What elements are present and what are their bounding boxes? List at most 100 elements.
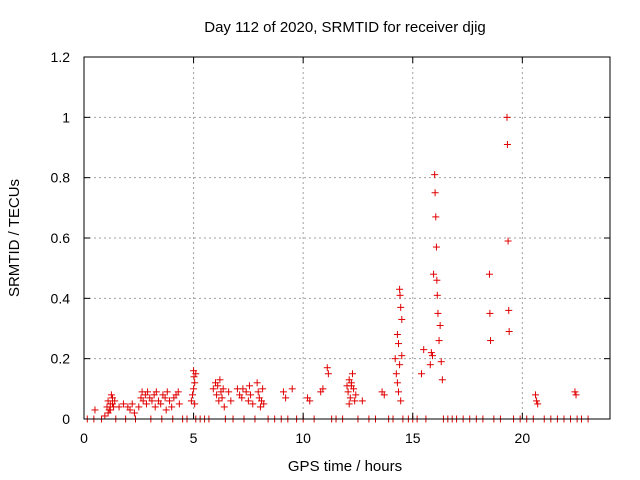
data-point-marker [119,400,127,408]
data-point-marker [487,337,495,345]
data-point-marker [192,370,200,378]
data-point-marker [157,400,165,408]
data-point-marker [216,376,224,384]
data-point-marker [163,388,171,396]
y-tick-label: 1 [62,109,70,125]
y-tick-label: 0.6 [51,230,71,246]
data-point-marker [247,391,255,399]
data-point-marker [420,346,428,354]
data-point-marker [288,385,296,393]
data-point-marker [397,303,405,311]
data-point-marker [152,388,160,396]
data-point-marker [344,388,352,396]
data-point-marker [190,373,198,381]
y-tick-label: 0.8 [51,170,71,186]
data-point-marker [486,309,494,317]
y-tick-label: 1.2 [51,49,71,65]
data-point-marker [218,394,226,402]
data-point-marker [426,361,434,369]
data-point-marker [347,382,355,390]
data-point-marker [101,412,109,420]
data-point-marker [162,406,170,414]
data-point-marker [436,321,444,329]
x-axis-label: GPS time / hours [288,458,402,475]
data-point-marker [432,213,440,221]
data-point-marker [175,400,183,408]
data-point-marker [213,391,221,399]
data-point-marker [253,379,261,387]
data-point-marker [431,189,439,197]
data-point-marker [380,391,388,399]
data-point-marker [393,379,401,387]
data-point-marker [239,385,247,393]
data-point-marker [505,328,513,336]
data-point-marker [130,409,138,417]
data-point-marker [430,270,438,278]
data-point-marker [395,340,403,348]
data-point-marker [282,394,290,402]
x-tick-label: 20 [515,430,531,446]
data-point-marker [505,306,513,314]
x-tick-label: 10 [295,430,311,446]
data-point-marker [259,385,267,393]
data-point-marker [435,337,443,345]
data-point-marker [396,291,404,299]
data-point-marker [214,382,222,390]
data-point-marker [148,397,156,405]
data-point-marker [106,406,114,414]
data-point-marker [431,171,439,179]
data-point-marker [220,403,228,411]
data-point-marker [395,388,403,396]
data-point-marker [392,370,400,378]
data-point-marker [503,140,511,148]
data-point-marker [533,397,541,405]
data-point-marker [219,385,227,393]
data-point-marker [398,315,406,323]
data-point-marker [165,397,173,405]
data-point-marker [191,400,199,408]
data-point-marker [188,391,196,399]
data-point-marker [351,397,359,405]
data-point-marker [324,370,332,378]
data-markers [83,113,592,423]
data-point-marker [396,285,404,293]
data-point-marker [398,352,406,360]
data-point-marker [434,309,442,317]
grid-lines [84,57,610,419]
data-point-marker [254,388,262,396]
data-point-marker [531,391,539,399]
data-point-marker [427,349,435,357]
x-tick-label: 5 [190,430,198,446]
data-point-marker [174,388,182,396]
data-point-marker [242,388,250,396]
data-point-marker [190,385,198,393]
axis-ticks: 0 0.2 0.4 0.6 0.8 1 1.2 0 5 10 15 20 [51,49,610,446]
data-point-marker [126,406,134,414]
data-point-marker [397,397,405,405]
data-point-marker [428,352,436,360]
data-point-marker [135,403,143,411]
data-point-marker [107,391,115,399]
data-point-marker [187,397,195,405]
data-point-marker [128,400,136,408]
data-point-marker [345,400,353,408]
data-point-marker [215,397,223,405]
data-point-marker [534,400,542,408]
data-point-marker [433,291,441,299]
x-tick-label: 15 [405,430,421,446]
data-point-marker [139,397,147,405]
data-point-marker [249,400,257,408]
data-point-marker [279,388,287,396]
data-point-marker [115,403,123,411]
data-point-marker [168,403,176,411]
data-point-marker [504,237,512,245]
data-point-marker [244,397,252,405]
data-point-marker [503,113,511,121]
data-point-marker [306,397,314,405]
chart-title: Day 112 of 2020, SRMTID for receiver dji… [204,19,486,36]
data-point-marker [142,400,150,408]
data-point-marker [432,243,440,251]
data-point-marker [393,331,401,339]
